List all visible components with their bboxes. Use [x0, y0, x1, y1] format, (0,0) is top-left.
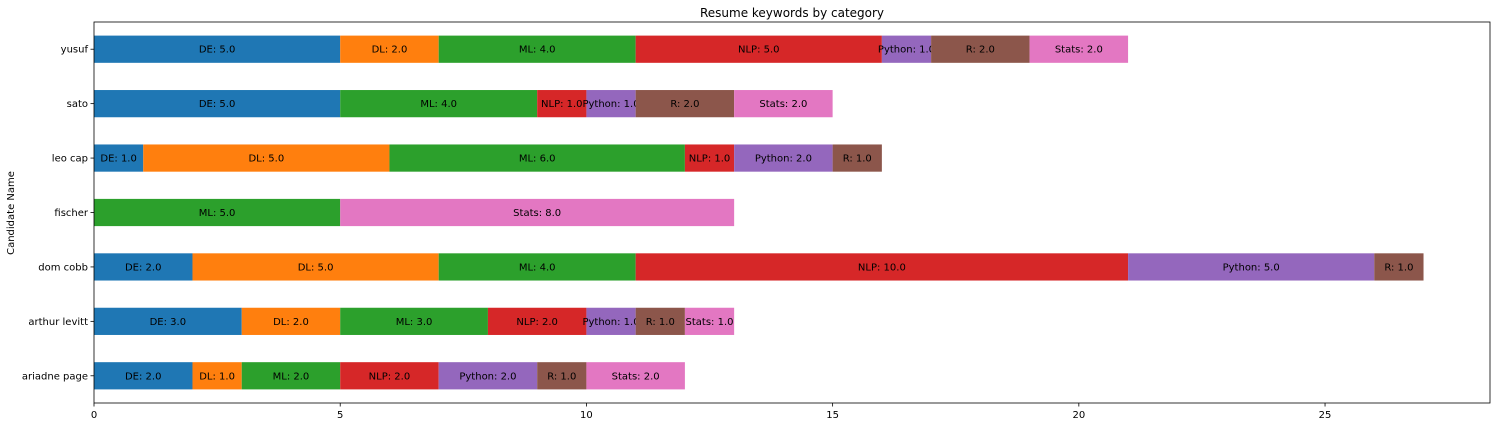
data-label: Stats: 8.0: [513, 208, 561, 219]
data-label: ML: 5.0: [199, 208, 236, 219]
bar-stats-sato: [734, 90, 833, 118]
bar-dl-leo-cap: [143, 144, 390, 172]
bar-r-sato: [635, 90, 735, 118]
data-label: DL: 1.0: [199, 371, 235, 382]
y-tick-label: dom cobb: [38, 262, 88, 273]
bar-python-dom-cobb: [1128, 253, 1375, 281]
data-label: Python: 2.0: [459, 371, 516, 382]
bar-python-ariadne-page: [438, 362, 538, 390]
x-tick-label: 25: [1319, 410, 1332, 421]
bar-nlp-arthur-levitt: [487, 307, 587, 335]
data-label: Python: 1.0: [582, 317, 639, 328]
data-label: R: 1.0: [1384, 262, 1413, 273]
bar-nlp-leo-cap: [684, 144, 735, 172]
data-label: Python: 1.0: [878, 45, 935, 56]
bar-nlp-dom-cobb: [635, 253, 1129, 281]
y-tick-label: fischer: [54, 208, 88, 219]
bar-dl-ariadne-page: [192, 362, 242, 390]
bar-nlp-sato: [537, 90, 587, 118]
bar-r-arthur-levitt: [635, 307, 685, 335]
data-label: Stats: 1.0: [686, 317, 734, 328]
data-label: DL: 2.0: [273, 317, 309, 328]
y-axis-label: Candidate Name: [6, 171, 17, 255]
data-label: DE: 5.0: [199, 99, 235, 110]
bar-python-sato: [586, 90, 636, 118]
data-label: NLP: 1.0: [541, 99, 583, 110]
x-tick-label: 10: [580, 410, 593, 421]
data-label: NLP: 1.0: [689, 154, 731, 165]
data-label: NLP: 5.0: [738, 45, 780, 56]
data-label: Stats: 2.0: [612, 371, 660, 382]
data-label: Python: 5.0: [1223, 262, 1280, 273]
bar-de-dom-cobb: [94, 253, 193, 281]
bar-ml-dom-cobb: [438, 253, 636, 281]
bar-de-yusuf: [94, 35, 341, 63]
data-label: R: 2.0: [670, 99, 699, 110]
bar-python-leo-cap: [734, 144, 833, 172]
data-label: DL: 2.0: [372, 45, 408, 56]
data-label: NLP: 10.0: [858, 262, 906, 273]
data-label: Stats: 2.0: [759, 99, 807, 110]
plot-frame: [93, 21, 1491, 404]
bar-python-arthur-levitt: [586, 307, 636, 335]
data-label: Python: 2.0: [755, 154, 812, 165]
bar-dl-dom-cobb: [192, 253, 439, 281]
bar-r-yusuf: [931, 35, 1030, 63]
bar-stats-arthur-levitt: [684, 307, 735, 335]
data-label: DL: 5.0: [298, 262, 334, 273]
x-tick-label: 20: [1072, 410, 1085, 421]
data-label: R: 2.0: [966, 45, 995, 56]
data-label: ML: 4.0: [519, 45, 556, 56]
bar-python-yusuf: [881, 35, 932, 63]
data-label: R: 1.0: [646, 317, 675, 328]
bar-de-leo-cap: [94, 144, 144, 172]
bar-stats-ariadne-page: [586, 362, 685, 390]
data-label: Python: 1.0: [582, 99, 639, 110]
data-label: R: 1.0: [547, 371, 576, 382]
bar-ml-leo-cap: [389, 144, 685, 172]
data-label: DE: 2.0: [125, 371, 161, 382]
data-label: ML: 3.0: [396, 317, 433, 328]
bar-de-sato: [94, 90, 341, 118]
data-label: ML: 4.0: [519, 262, 556, 273]
bar-stats-yusuf: [1029, 35, 1129, 63]
x-tick-label: 5: [337, 410, 343, 421]
bar-de-ariadne-page: [94, 362, 193, 390]
x-tick-label: 15: [826, 410, 839, 421]
bar-nlp-yusuf: [635, 35, 882, 63]
y-tick-label: yusuf: [61, 45, 89, 56]
data-label: ML: 6.0: [519, 154, 556, 165]
data-label: DL: 5.0: [248, 154, 284, 165]
bar-ml-arthur-levitt: [340, 307, 488, 335]
bar-nlp-ariadne-page: [340, 362, 439, 390]
data-label: NLP: 2.0: [516, 317, 558, 328]
data-label: Stats: 2.0: [1055, 45, 1103, 56]
bar-ml-fischer: [94, 198, 341, 227]
bar-ml-yusuf: [438, 35, 636, 63]
x-tick-label: 0: [91, 410, 97, 421]
y-tick-label: arthur levitt: [28, 317, 88, 328]
bar-ml-ariadne-page: [241, 362, 341, 390]
bar-de-arthur-levitt: [94, 307, 242, 335]
bar-dl-arthur-levitt: [241, 307, 341, 335]
bar-r-ariadne-page: [537, 362, 587, 390]
data-label: DE: 3.0: [150, 317, 186, 328]
bar-r-dom-cobb: [1374, 253, 1424, 281]
bar-r-leo-cap: [832, 144, 882, 172]
data-label: DE: 5.0: [199, 45, 235, 56]
y-tick-label: ariadne page: [22, 371, 88, 382]
data-label: DE: 1.0: [100, 154, 136, 165]
chart-title: Resume keywords by category: [700, 6, 884, 20]
data-label: R: 1.0: [843, 154, 872, 165]
data-label: ML: 4.0: [420, 99, 457, 110]
bar-dl-yusuf: [340, 35, 439, 63]
data-label: NLP: 2.0: [369, 371, 411, 382]
data-label: DE: 2.0: [125, 262, 161, 273]
y-tick-label: sato: [67, 99, 88, 110]
bar-stats-fischer: [340, 198, 735, 227]
data-label: ML: 2.0: [273, 371, 310, 382]
bar-ml-sato: [340, 90, 538, 118]
y-tick-label: leo cap: [52, 154, 88, 165]
